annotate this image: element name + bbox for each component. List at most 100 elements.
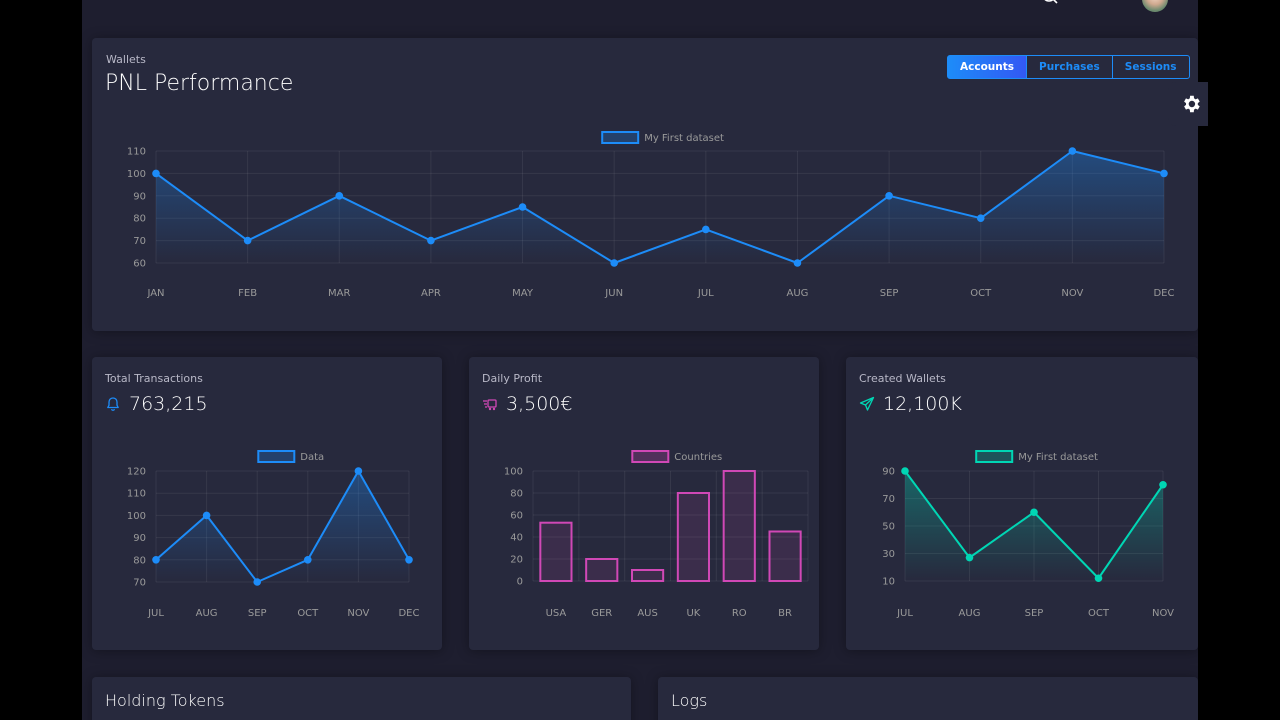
y-tick-label: 70 bbox=[882, 494, 895, 505]
area-fill bbox=[156, 151, 1164, 263]
y-tick-label: 50 bbox=[882, 522, 895, 533]
series-line bbox=[155, 150, 1165, 264]
profit-bar-chart: Countries 0 20 40 60 80 100 USA GER AUS UK RO BR bbox=[504, 450, 809, 619]
bar bbox=[722, 470, 756, 582]
area-fill bbox=[156, 471, 409, 582]
legend-swatch bbox=[631, 450, 670, 463]
card-subtitle: Daily Profit bbox=[482, 372, 543, 385]
data-point bbox=[427, 236, 435, 245]
data-point bbox=[304, 556, 312, 564]
bar bbox=[676, 492, 710, 582]
stat-value: 763,215 bbox=[105, 393, 208, 415]
send-icon bbox=[859, 396, 875, 411]
x-tick-label: AUG bbox=[959, 608, 981, 619]
holding-tokens-card: Holding Tokens bbox=[92, 677, 631, 720]
card-subtitle: Created Wallets bbox=[859, 372, 946, 385]
legend-swatch bbox=[257, 450, 296, 463]
data-point bbox=[335, 192, 344, 200]
x-tick-label: APR bbox=[421, 288, 441, 299]
y-tick-label: 10 bbox=[882, 577, 895, 588]
x-tick-label: JAN bbox=[146, 288, 164, 299]
x-tick-label: AUS bbox=[637, 608, 658, 619]
bar bbox=[768, 530, 802, 582]
bell-icon bbox=[107, 397, 119, 411]
data-point bbox=[1030, 508, 1038, 517]
notification-icon[interactable] bbox=[1094, 0, 1106, 4]
x-tick-label: JUN bbox=[604, 288, 623, 299]
bar bbox=[631, 569, 665, 582]
logs-card: Logs bbox=[658, 677, 1198, 720]
data-point bbox=[976, 214, 985, 222]
data-point bbox=[152, 169, 160, 178]
stat-value: 12,100K bbox=[859, 393, 962, 415]
stat-value: 3,500€ bbox=[482, 393, 572, 415]
avatar[interactable] bbox=[1142, 0, 1168, 12]
transactions-line-chart: Data 70 80 90 100 110 120 JUL AUG SEP OCT NOV DEC bbox=[127, 450, 420, 619]
card-subtitle: Wallets bbox=[106, 53, 146, 66]
x-tick-label: RO bbox=[732, 608, 747, 619]
card-subtitle: Total Transactions bbox=[105, 372, 203, 385]
y-tick-label: 40 bbox=[510, 533, 523, 544]
y-tick-label: 80 bbox=[133, 214, 146, 225]
y-tick-label: 70 bbox=[133, 236, 146, 247]
dashboard: Wallets PNL Performance Accounts Purchas… bbox=[82, 0, 1198, 720]
stat-number: 3,500€ bbox=[506, 393, 573, 415]
x-tick-label: UK bbox=[686, 608, 700, 619]
x-tick-label: NOV bbox=[347, 608, 369, 619]
data-point bbox=[965, 553, 974, 562]
data-point bbox=[793, 259, 802, 267]
x-tick-label: JUL bbox=[697, 288, 714, 299]
data-point bbox=[152, 556, 160, 564]
fixed-plugin-settings-button[interactable] bbox=[1168, 82, 1208, 126]
search-icon[interactable] bbox=[1040, 0, 1060, 8]
y-tick-label: 100 bbox=[504, 467, 523, 478]
y-tick-label: 120 bbox=[127, 467, 146, 478]
data-point bbox=[885, 192, 893, 200]
y-tick-label: 100 bbox=[127, 169, 146, 180]
data-point bbox=[610, 259, 618, 267]
daily-profit-card: Daily Profit 3,500€ bbox=[469, 357, 819, 650]
tab-accounts[interactable]: Accounts bbox=[947, 55, 1028, 79]
legend-label: My First dataset bbox=[644, 133, 724, 144]
x-tick-label: SEP bbox=[248, 608, 267, 619]
tab-sessions[interactable]: Sessions bbox=[1111, 55, 1190, 79]
data-point bbox=[1094, 574, 1103, 583]
legend-swatch bbox=[975, 450, 1014, 463]
y-tick-label: 30 bbox=[882, 549, 895, 560]
pnl-performance-card: Wallets PNL Performance bbox=[92, 38, 1198, 331]
total-transactions-card: Total Transactions 763,215 bbox=[92, 357, 442, 650]
created-wallets-card: Created Wallets 12,100K bbox=[846, 357, 1198, 650]
x-tick-label: GER bbox=[591, 608, 612, 619]
y-tick-label: 80 bbox=[510, 489, 523, 500]
x-tick-label: OCT bbox=[1088, 608, 1110, 619]
y-tick-label: 60 bbox=[133, 259, 146, 270]
x-tick-label: JUL bbox=[896, 608, 913, 619]
chart-tab-group: Accounts Purchases Sessions bbox=[947, 55, 1190, 79]
y-tick-label: 110 bbox=[127, 147, 146, 158]
chart-legend: Countries bbox=[631, 450, 722, 463]
bar bbox=[585, 558, 619, 582]
x-tick-label: AUG bbox=[786, 288, 808, 299]
x-tick-label: DEC bbox=[398, 608, 419, 619]
stat-number: 12,100K bbox=[883, 393, 962, 415]
data-point bbox=[518, 203, 527, 211]
x-tick-label: USA bbox=[546, 608, 567, 619]
chart-legend: My First dataset bbox=[975, 450, 1098, 463]
x-tick-label: SEP bbox=[1025, 608, 1044, 619]
pnl-line-chart: My First dataset 60 70 80 90 100 110 JAN FEB MAR A… bbox=[127, 131, 1175, 299]
chart-legend: My First dataset bbox=[601, 131, 724, 144]
bar bbox=[539, 521, 573, 582]
x-tick-label: AUG bbox=[196, 608, 218, 619]
data-point bbox=[1068, 147, 1077, 155]
chart-grid bbox=[532, 470, 809, 582]
card-title: Logs bbox=[671, 691, 708, 710]
data-point bbox=[1160, 169, 1168, 178]
tab-purchases[interactable]: Purchases bbox=[1026, 55, 1113, 79]
data-point bbox=[253, 578, 261, 586]
y-tick-label: 100 bbox=[127, 511, 146, 522]
chart-legend: Data bbox=[257, 450, 324, 463]
x-tick-label: JUL bbox=[147, 608, 164, 619]
data-point bbox=[1159, 480, 1167, 489]
y-tick-label: 60 bbox=[510, 511, 523, 522]
x-tick-label: DEC bbox=[1153, 288, 1174, 299]
